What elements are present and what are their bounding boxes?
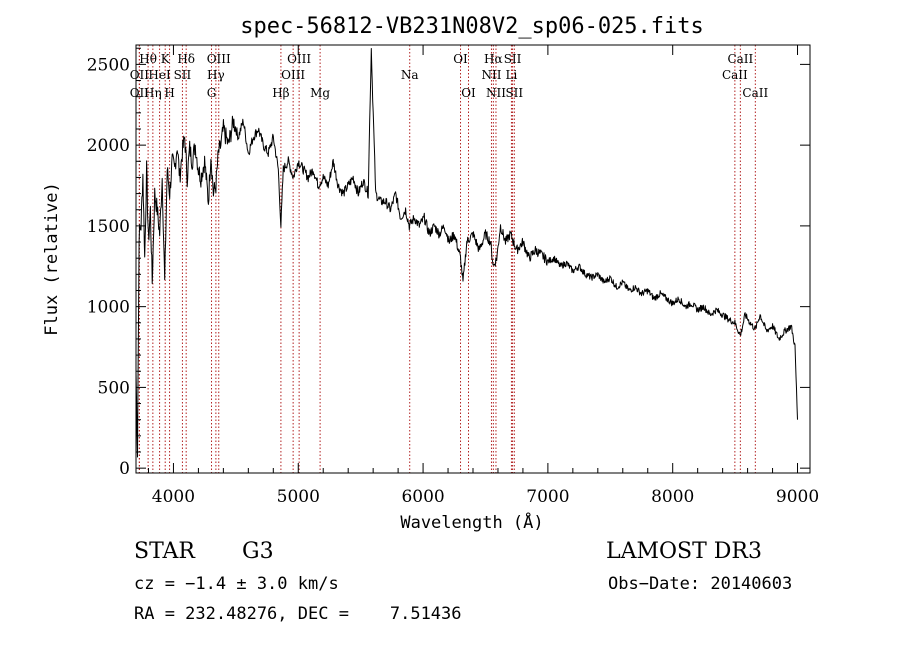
spectral-line-label: K bbox=[161, 52, 171, 66]
y-tick-label: 2000 bbox=[87, 136, 130, 156]
spectral-line-label: OIII bbox=[281, 68, 305, 82]
spectral-line-label: Hθ bbox=[139, 52, 157, 66]
x-tick-label: 5000 bbox=[277, 487, 320, 507]
spectral-line-label: OII bbox=[130, 86, 150, 100]
chart-title: spec-56812-VB231N08V2_sp06-025.fits bbox=[240, 14, 704, 39]
x-axis-label: Wavelength (Å) bbox=[400, 511, 543, 533]
spectral-line-markers bbox=[138, 45, 756, 473]
spectral-line-label: SII bbox=[505, 86, 523, 100]
spectral-line-label: CaII bbox=[742, 86, 768, 100]
object-subclass: G3 bbox=[242, 539, 274, 564]
spectral-line-label: Hη bbox=[144, 86, 162, 100]
spectral-line-label: Hα bbox=[484, 52, 503, 66]
spectral-line-label: Na bbox=[401, 68, 419, 82]
spectral-line-label: OIII bbox=[207, 52, 231, 66]
spectral-line-label: SII bbox=[174, 68, 192, 82]
spectral-line-label: OIII bbox=[287, 52, 311, 66]
object-type: STAR bbox=[134, 539, 195, 564]
spectral-line-label: Li bbox=[506, 68, 518, 82]
flux-series-line bbox=[135, 48, 798, 458]
survey-name: LAMOST DR3 bbox=[606, 539, 762, 564]
y-tick-label: 500 bbox=[98, 378, 130, 398]
spectral-line-label: Mg bbox=[310, 86, 330, 100]
spectral-line-label: OII bbox=[130, 68, 150, 82]
y-axis-ticks: 0 500 1000 1500 2000 2500 bbox=[87, 47, 810, 479]
redshift-line: cz = −1.4 ± 3.0 km/s bbox=[134, 574, 339, 594]
spectral-line-label: G bbox=[207, 86, 217, 100]
coordinates: RA = 232.48276, DEC = 7.51436 bbox=[134, 604, 462, 624]
y-tick-label: 2500 bbox=[87, 55, 130, 75]
x-tick-label: 8000 bbox=[651, 487, 694, 507]
x-axis-ticks: 4000 5000 6000 7000 8000 9000 bbox=[147, 45, 819, 507]
y-tick-label: 1500 bbox=[87, 217, 130, 237]
spectral-line-label: SII bbox=[504, 52, 522, 66]
plot-frame bbox=[135, 44, 811, 474]
y-tick-label: 1000 bbox=[87, 298, 130, 318]
spectral-line-label: H bbox=[164, 86, 174, 100]
obs-date: Obs−Date: 20140603 bbox=[608, 574, 793, 594]
y-axis-label: Flux (relative) bbox=[42, 182, 62, 336]
spectral-line-label: OI bbox=[461, 86, 476, 100]
y-tick-label: 0 bbox=[119, 459, 130, 479]
x-tick-label: 7000 bbox=[526, 487, 569, 507]
spectral-line-label: NII bbox=[481, 68, 501, 82]
spectral-line-label: Hβ bbox=[272, 86, 289, 100]
spectral-line-label: NII bbox=[486, 86, 506, 100]
x-tick-label: 4000 bbox=[152, 487, 195, 507]
spectral-line-label: OI bbox=[453, 52, 468, 66]
x-tick-label: 9000 bbox=[776, 487, 819, 507]
x-tick-label: 6000 bbox=[401, 487, 444, 507]
spectral-line-label: Hδ bbox=[177, 52, 195, 66]
spectral-line-label: CaII bbox=[727, 52, 753, 66]
spectral-line-label: HeI bbox=[148, 68, 171, 82]
spectral-line-label: CaII bbox=[722, 68, 748, 82]
spectral-line-label: Hγ bbox=[207, 68, 225, 82]
